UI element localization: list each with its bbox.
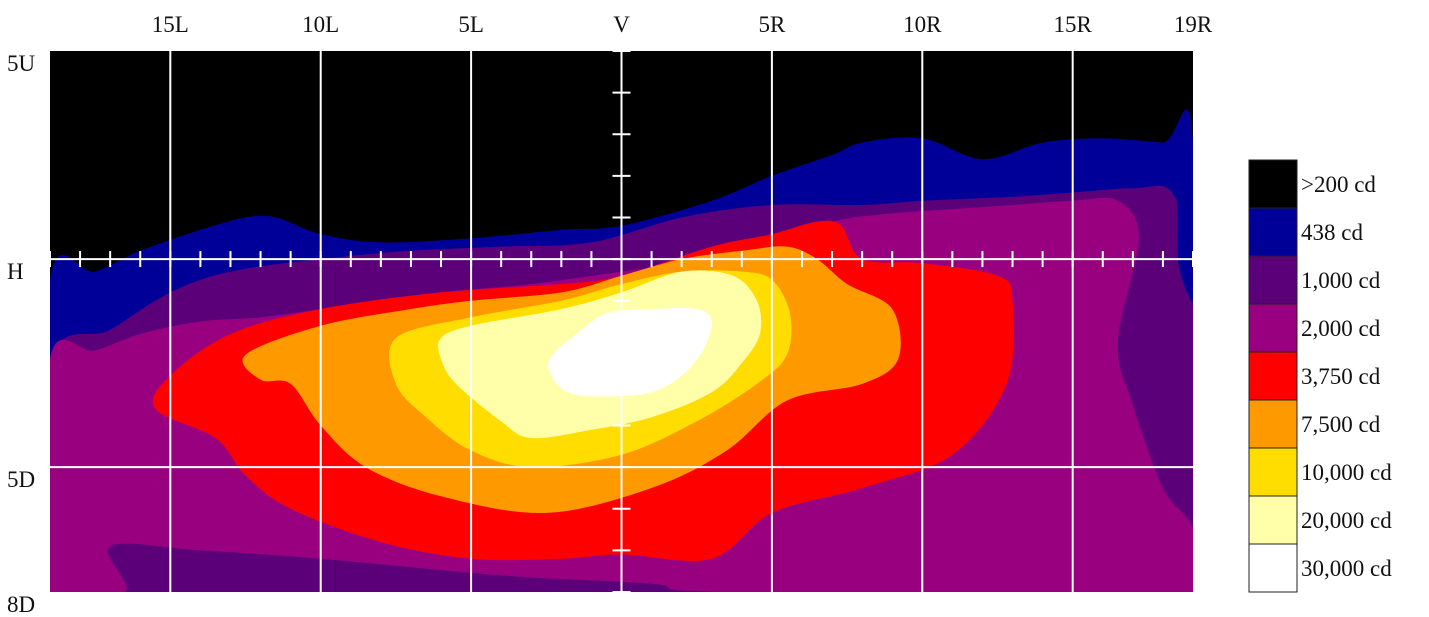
x-tick-label-5r: 5R: [758, 12, 786, 37]
legend-swatch-30-000-cd: [1248, 543, 1298, 593]
plot-area: [50, 51, 1193, 592]
x-tick-label-15l: 15L: [152, 12, 189, 37]
x-tick-label-19r: 19R: [1174, 12, 1213, 37]
contour-30-000-cd: [547, 307, 712, 397]
x-tick-label-10l: 10L: [302, 12, 339, 37]
legend-label-20-000-cd: 20,000 cd: [1301, 508, 1392, 533]
legend-label-2-000-cd: 2,000 cd: [1301, 316, 1381, 341]
y-tick-label-8d: 8D: [7, 592, 35, 617]
legend: >200 cd 438 cd 1,000 cd 2,000 cd 3,750 cd 7,5…: [1248, 159, 1392, 593]
legend-swatch-7-500-cd: [1248, 399, 1298, 449]
x-axis-labels: 15L 10L 5L V 5R 10R 15R 19R: [152, 12, 1213, 37]
legend-label-438-cd: 438 cd: [1301, 220, 1363, 245]
legend-label-200-cd: >200 cd: [1301, 172, 1376, 197]
legend-swatch-20-000-cd: [1248, 495, 1298, 545]
axis-minor-ticks: [49, 50, 1194, 593]
legend-swatch-10-000-cd: [1248, 447, 1298, 497]
x-tick-label-10r: 10R: [903, 12, 942, 37]
x-tick-label-5l: 5L: [458, 12, 484, 37]
y-axis-labels: 5U H 5D 8D: [7, 51, 36, 617]
legend-label-1-000-cd: 1,000 cd: [1301, 268, 1381, 293]
y-tick-label-5u: 5U: [7, 51, 36, 76]
y-tick-label-5d: 5D: [7, 467, 35, 492]
legend-swatch-3-750-cd: [1248, 351, 1298, 401]
legend-label-7-500-cd: 7,500 cd: [1301, 412, 1381, 437]
legend-label-10-000-cd: 10,000 cd: [1301, 460, 1392, 485]
legend-label-30-000-cd: 30,000 cd: [1301, 556, 1392, 581]
legend-swatch-2-000-cd: [1248, 303, 1298, 353]
x-tick-label-v: V: [613, 12, 630, 37]
y-tick-label-h: H: [7, 259, 24, 284]
x-tick-label-15r: 15R: [1054, 12, 1093, 37]
legend-label-3-750-cd: 3,750 cd: [1301, 364, 1381, 389]
legend-swatch-1-000-cd: [1248, 255, 1298, 305]
legend-swatch-438-cd: [1248, 207, 1298, 257]
legend-swatch-200-cd: [1248, 159, 1298, 209]
